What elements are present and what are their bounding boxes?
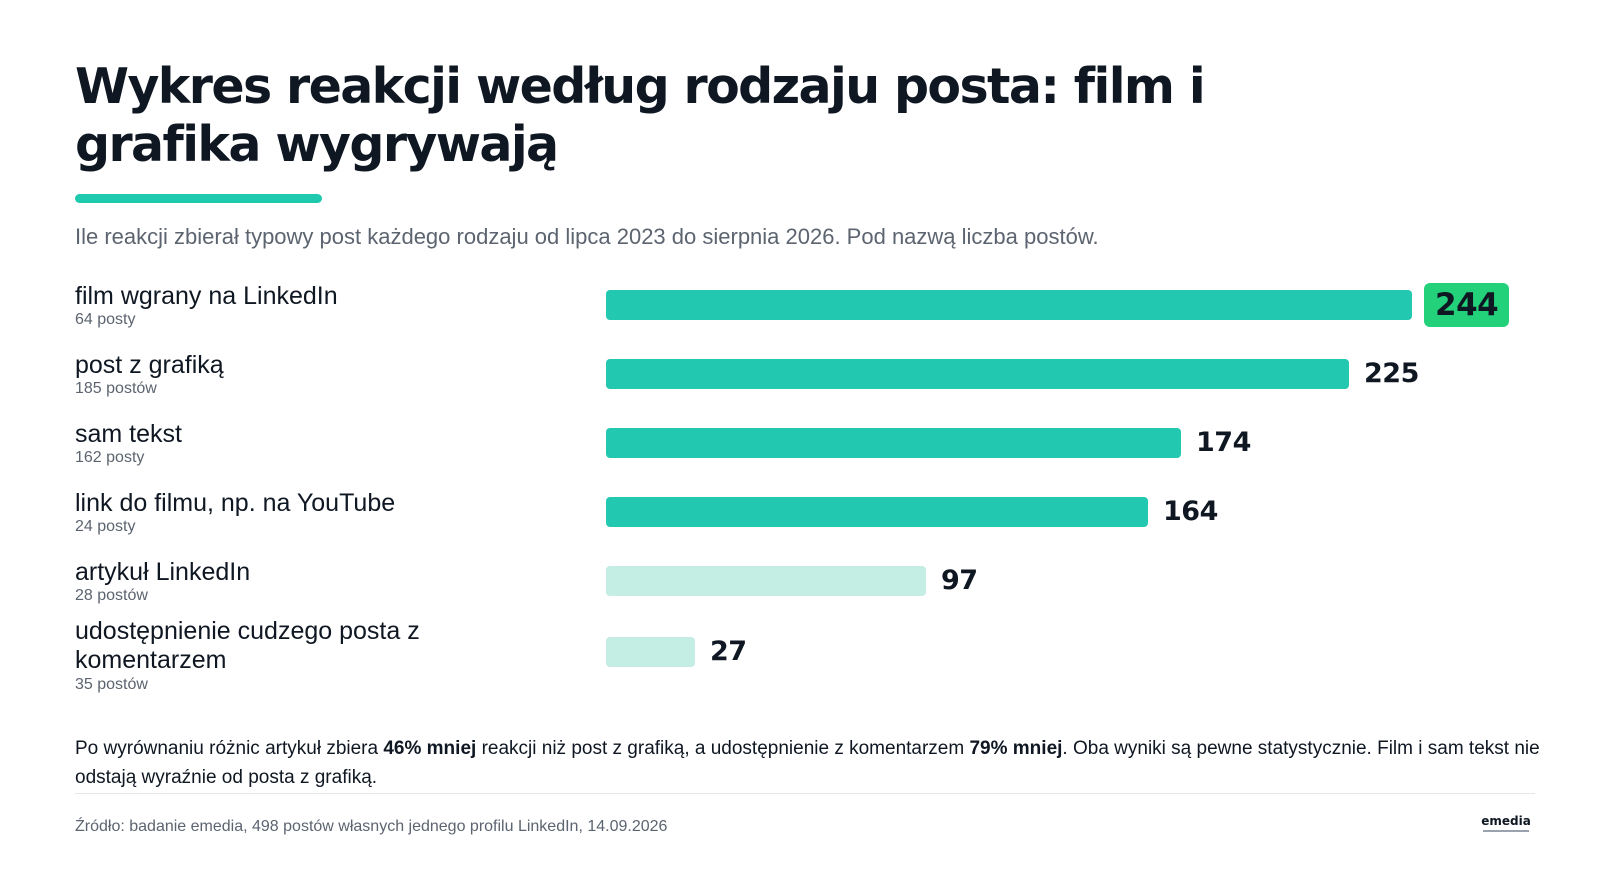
note-bold-1: 46% mniej — [383, 738, 477, 759]
value-label: 174 — [1196, 427, 1251, 458]
note-text-3: . Oba wyniki są pewne statystycznie. Fil… — [75, 738, 1540, 788]
logo-text: emediа — [1481, 814, 1531, 828]
chart-title: Wykres reakcji według rodzaju posta: fil… — [75, 58, 1206, 173]
category-label: sam tekst — [75, 420, 182, 448]
category-post-count: 64 posty — [75, 311, 136, 328]
category-label: post z grafiką — [75, 351, 224, 379]
category-post-count: 162 posty — [75, 449, 145, 466]
bar — [606, 566, 926, 596]
note-text-1: Po wyrównaniu różnic artykuł zbiera — [75, 738, 384, 759]
source-note: Źródło: badanie emedia, 498 postów własn… — [75, 818, 668, 835]
bar — [606, 497, 1148, 527]
value-label: 27 — [710, 636, 747, 667]
title-accent-line — [75, 194, 322, 203]
bar — [606, 359, 1349, 389]
footer-divider — [75, 793, 1535, 794]
category-label: artykuł LinkedIn — [75, 558, 251, 586]
bar — [606, 290, 1412, 320]
value-label: 97 — [941, 565, 978, 596]
category-label: link do filmu, np. na YouTube — [75, 489, 396, 517]
bar — [606, 637, 695, 667]
emedia-logo: emediа — [1478, 815, 1534, 832]
category-label: film wgrany na LinkedIn — [75, 282, 338, 310]
bar — [606, 428, 1181, 458]
value-label: 225 — [1364, 358, 1419, 389]
note-bold-2: 79% mniej — [969, 738, 1063, 759]
category-post-count: 28 postów — [75, 587, 148, 604]
logo-underline — [1483, 830, 1529, 832]
note-text-2: reakcji niż post z grafiką, a udostępnie… — [476, 738, 970, 759]
chart-subtitle: Ile reakcji zbierał typowy post każdego … — [75, 224, 1099, 249]
chart-note: Po wyrównaniu różnic artykuł zbiera 46% … — [75, 734, 1545, 792]
category-post-count: 24 posty — [75, 518, 136, 535]
value-label: 244 — [1424, 283, 1510, 327]
category-post-count: 35 postów — [75, 676, 148, 693]
category-post-count: 185 postów — [75, 380, 157, 397]
category-label: udostępnienie cudzego posta z komentarze… — [75, 617, 420, 674]
value-label: 164 — [1163, 496, 1218, 527]
